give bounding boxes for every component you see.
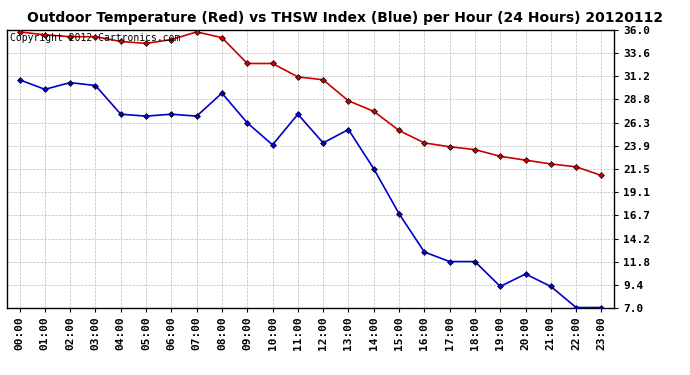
Text: Copyright 2012 Cartronics.com: Copyright 2012 Cartronics.com bbox=[10, 33, 180, 43]
Text: Outdoor Temperature (Red) vs THSW Index (Blue) per Hour (24 Hours) 20120112: Outdoor Temperature (Red) vs THSW Index … bbox=[27, 11, 663, 25]
